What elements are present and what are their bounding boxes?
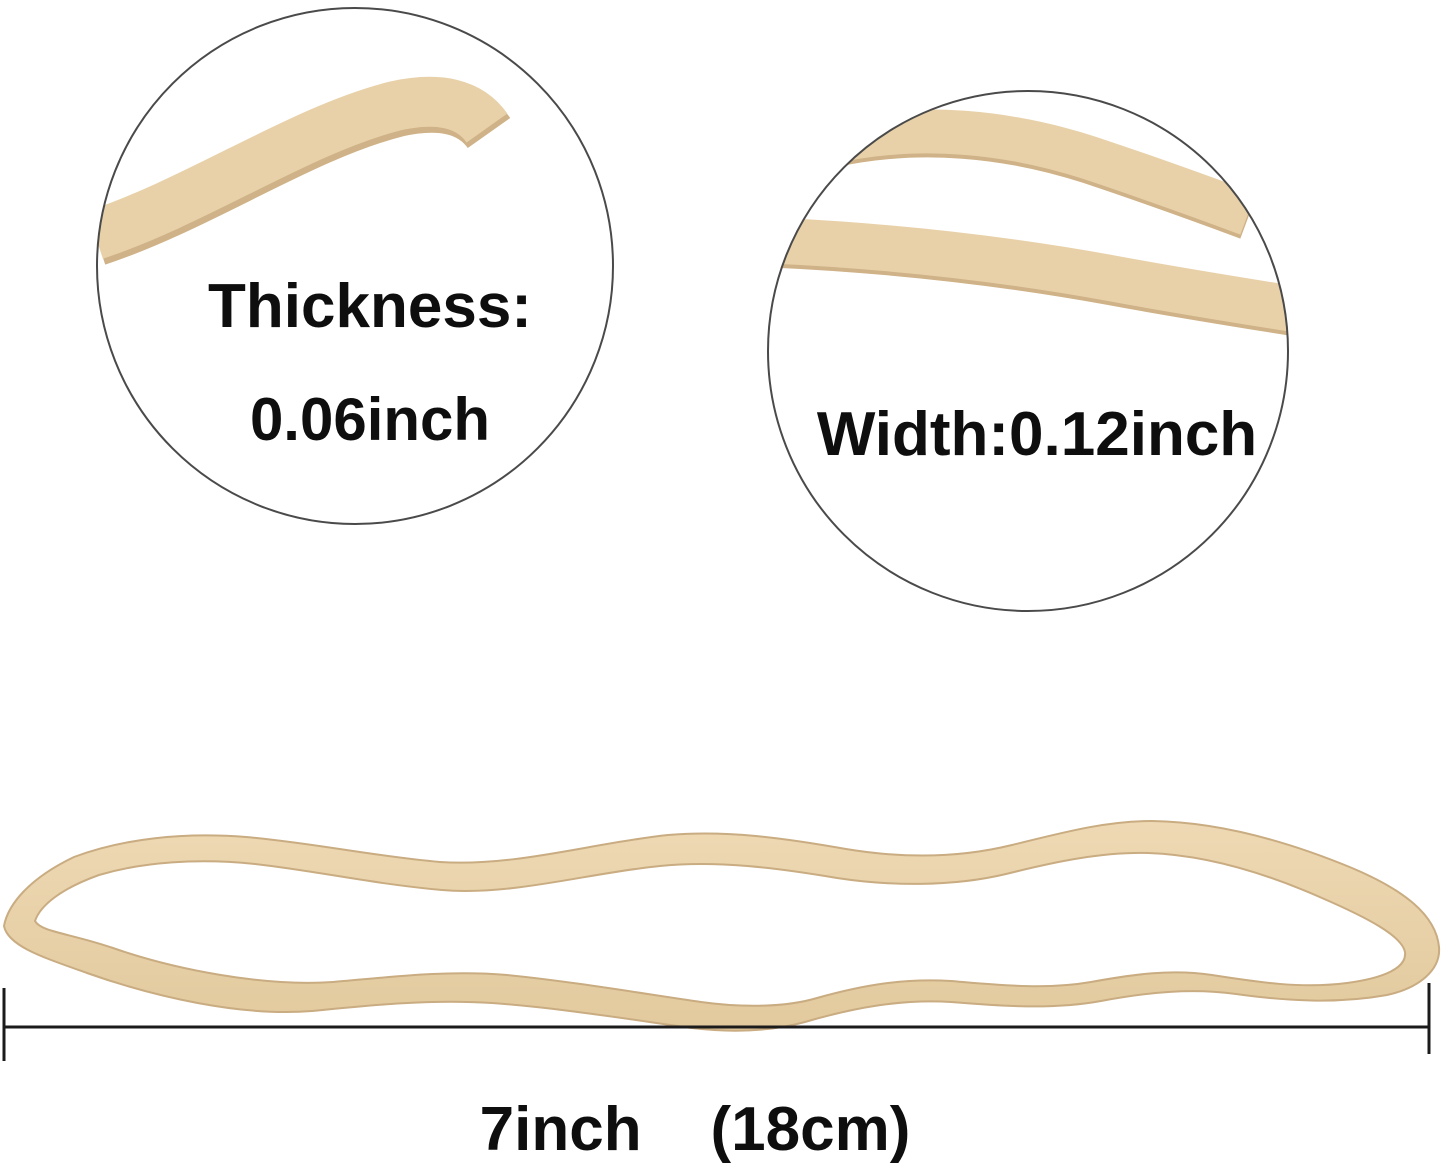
width-lens-ring: [767, 90, 1289, 612]
thickness-band-closeup: [97, 76, 511, 265]
thickness-lens-ring: [96, 7, 614, 525]
rubber-band: [2, 819, 1441, 1032]
thickness-callout-value: 0.06inch: [249, 386, 491, 453]
band-strand-middle: [768, 217, 1288, 333]
band-strand-top: [825, 109, 1256, 235]
width-band-closeup: [768, 109, 1288, 337]
length-dimension-label: 7inch (18cm): [479, 1095, 911, 1163]
band-closeup-surface: [97, 76, 508, 259]
thickness-callout-label: Thickness:: [208, 272, 532, 341]
width-callout-label: Width:0.12inch: [816, 400, 1258, 469]
thickness-lens-background: [97, 8, 613, 524]
dimension-line: [2, 983, 1431, 1061]
width-lens-background: [768, 91, 1288, 611]
